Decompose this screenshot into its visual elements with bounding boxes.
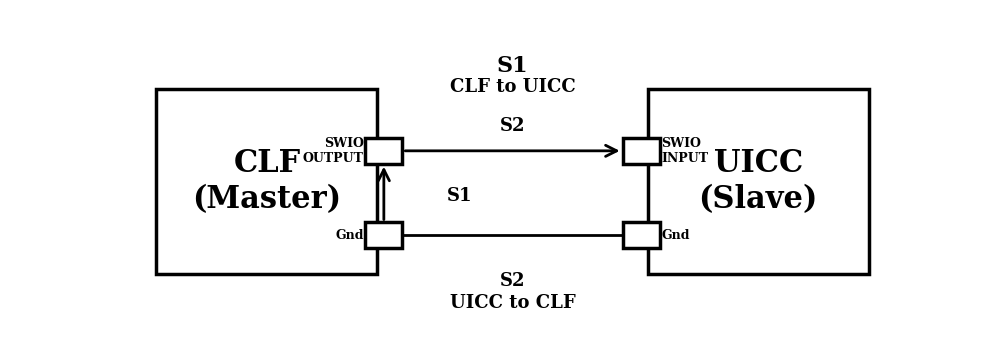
Bar bbox=[365, 222, 402, 248]
Text: Gnd: Gnd bbox=[335, 229, 364, 242]
Text: SWIO
OUTPUT: SWIO OUTPUT bbox=[303, 137, 364, 165]
Bar bbox=[365, 138, 402, 164]
Text: S1: S1 bbox=[447, 188, 472, 205]
Text: UICC to CLF: UICC to CLF bbox=[450, 294, 575, 312]
Bar bbox=[648, 89, 869, 274]
Bar bbox=[623, 222, 660, 248]
Bar bbox=[156, 89, 377, 274]
Bar bbox=[623, 138, 660, 164]
Text: CLF
(Master): CLF (Master) bbox=[192, 148, 341, 215]
Text: Gnd: Gnd bbox=[661, 229, 690, 242]
Text: UICC
(Slave): UICC (Slave) bbox=[698, 148, 818, 215]
Text: S1: S1 bbox=[497, 55, 528, 77]
Text: S2: S2 bbox=[500, 116, 525, 135]
Text: CLF to UICC: CLF to UICC bbox=[450, 79, 575, 96]
Text: SWIO
INPUT: SWIO INPUT bbox=[661, 137, 708, 165]
Text: S2: S2 bbox=[500, 272, 525, 290]
